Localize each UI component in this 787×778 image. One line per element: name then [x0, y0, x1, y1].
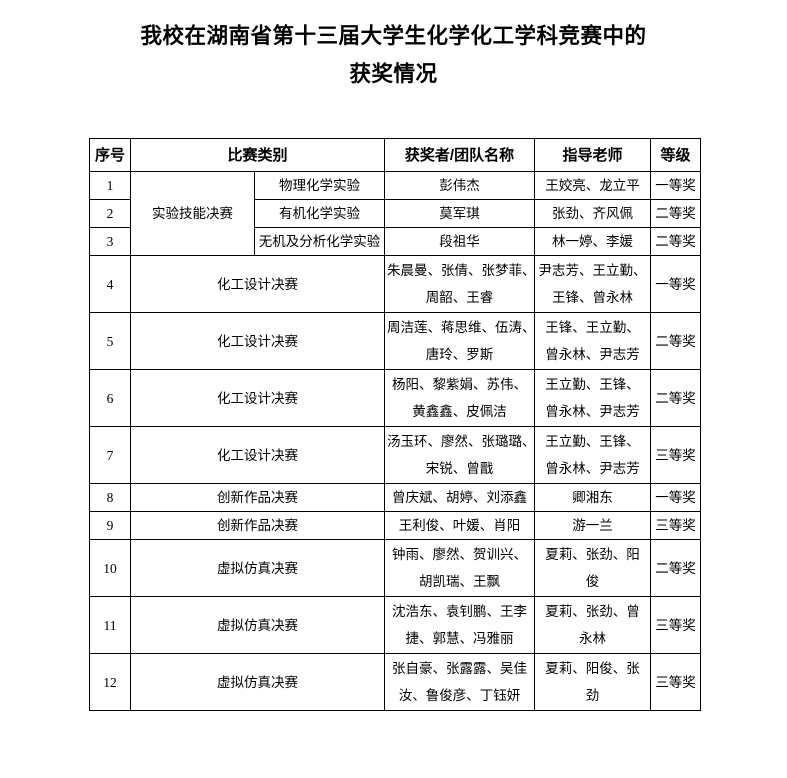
cell-category: 化工设计决赛	[129, 312, 386, 370]
cell-teacher: 卿湘东	[534, 483, 652, 512]
cell-winner: 张自豪、张露露、吴佳 汝、鲁俊彦、丁钰妍	[384, 653, 536, 711]
table-row: 7 化工设计决赛 汤玉环、廖然、张璐璐、 宋锐、曾戬 王立勤、王锋、 曾永林、尹志芳 三等奖	[89, 426, 702, 484]
cell-winner: 汤玉环、廖然、张璐璐、 宋锐、曾戬	[384, 426, 536, 484]
cell-level: 三等奖	[650, 426, 702, 484]
column-header-teacher: 指导老师	[534, 138, 652, 172]
cell-index: 4	[89, 255, 131, 313]
cell-teacher: 夏莉、张劲、阳俊	[534, 539, 652, 597]
cell-category-sub: 物理化学实验	[253, 171, 386, 200]
cell-teacher: 夏莉、阳俊、张劲	[534, 653, 652, 711]
cell-index: 3	[89, 227, 131, 256]
cell-winner: 周洁莲、蒋思维、伍涛、 唐玲、罗斯	[384, 312, 536, 370]
table-row: 6 化工设计决赛 杨阳、黎紫娟、苏伟、 黄鑫鑫、皮佩洁 王立勤、王锋、 曾永林、尹志芳 二等…	[89, 369, 702, 427]
cell-index: 9	[89, 511, 131, 540]
cell-winner: 朱晨曼、张倩、张梦菲、 周韶、王睿	[384, 255, 536, 313]
cell-category: 创新作品决赛	[129, 483, 386, 512]
page-title: 我校在湖南省第十三届大学生化学化工学科竞赛中的 获奖情况	[0, 0, 787, 93]
cell-category: 化工设计决赛	[129, 369, 386, 427]
table-row: 4 化工设计决赛 朱晨曼、张倩、张梦菲、 周韶、王睿 尹志芳、王立勤、 王锋、曾永林 一等奖	[89, 255, 702, 313]
column-header-category: 比赛类别	[129, 138, 386, 172]
cell-winner: 王利俊、叶媛、肖阳	[384, 511, 536, 540]
cell-index: 1	[89, 171, 131, 200]
table-row: 10 虚拟仿真决赛 钟雨、廖然、贺训兴、 胡凯瑞、王飘 夏莉、张劲、阳俊二等奖	[89, 539, 702, 597]
table-header: 序号 比赛类别 获奖者/团队名称 指导老师 等级	[89, 138, 702, 172]
table-row: 8 创新作品决赛 曾庆斌、胡婷、刘添鑫 卿湘东 一等奖	[89, 483, 702, 512]
award-table: 序号 比赛类别 获奖者/团队名称 指导老师 等级 1 实验技能决赛 物理化学实验 彭伟…	[89, 138, 702, 711]
page-title-line-1: 我校在湖南省第十三届大学生化学化工学科竞赛中的	[140, 24, 647, 48]
cell-index: 2	[89, 199, 131, 228]
page-title-line-2: 获奖情况	[349, 62, 438, 86]
cell-category: 虚拟仿真决赛	[129, 539, 386, 597]
column-header-winner: 获奖者/团队名称	[384, 138, 536, 172]
cell-level: 二等奖	[650, 369, 702, 427]
cell-teacher: 夏莉、张劲、曾 永林	[534, 596, 652, 654]
column-header-index: 序号	[89, 138, 131, 172]
cell-teacher: 王锋、王立勤、 曾永林、尹志芳	[534, 312, 652, 370]
cell-winner: 莫军琪	[384, 199, 536, 228]
cell-category: 化工设计决赛	[129, 426, 386, 484]
table-row: 11 虚拟仿真决赛 沈浩东、袁钊鹏、王李 捷、郭慧、冯雅丽 夏莉、张劲、曾 永林 三等奖	[89, 596, 702, 654]
cell-winner: 钟雨、廖然、贺训兴、 胡凯瑞、王飘	[384, 539, 536, 597]
cell-teacher: 尹志芳、王立勤、 王锋、曾永林	[534, 255, 652, 313]
cell-category-group: 实验技能决赛	[130, 171, 255, 256]
cell-index: 5	[89, 312, 131, 370]
cell-index: 8	[89, 483, 131, 512]
table-row: 1 实验技能决赛 物理化学实验 彭伟杰 王姣亮、龙立平 一等奖	[89, 171, 702, 256]
cell-category: 虚拟仿真决赛	[129, 596, 386, 654]
table-row: 12 虚拟仿真决赛 张自豪、张露露、吴佳 汝、鲁俊彦、丁钰妍 夏莉、阳俊、张劲三等奖	[89, 653, 702, 711]
cell-index: 6	[89, 369, 131, 427]
cell-winner: 段祖华	[384, 227, 536, 256]
cell-level: 二等奖	[650, 227, 702, 256]
cell-level: 二等奖	[650, 199, 702, 228]
cell-teacher: 王立勤、王锋、 曾永林、尹志芳	[534, 426, 652, 484]
cell-index: 12	[89, 653, 131, 711]
table-row: 9 创新作品决赛 王利俊、叶媛、肖阳 游一兰 三等奖	[89, 511, 702, 540]
cell-category-sub: 无机及分析化学实验	[253, 227, 386, 256]
cell-index: 7	[89, 426, 131, 484]
cell-index: 11	[89, 596, 131, 654]
cell-teacher: 王立勤、王锋、 曾永林、尹志芳	[534, 369, 652, 427]
cell-teacher: 王姣亮、龙立平	[534, 171, 652, 200]
cell-level: 一等奖	[650, 483, 702, 512]
cell-index: 10	[89, 539, 131, 597]
cell-level: 三等奖	[650, 653, 702, 711]
cell-category: 虚拟仿真决赛	[129, 653, 386, 711]
cell-level: 三等奖	[650, 511, 702, 540]
cell-category: 创新作品决赛	[129, 511, 386, 540]
cell-teacher: 游一兰	[534, 511, 652, 540]
cell-level: 一等奖	[650, 255, 702, 313]
table-row: 5 化工设计决赛 周洁莲、蒋思维、伍涛、 唐玲、罗斯 王锋、王立勤、 曾永林、尹志芳 二等奖	[89, 312, 702, 370]
cell-level: 二等奖	[650, 312, 702, 370]
table-body: 1 实验技能决赛 物理化学实验 彭伟杰 王姣亮、龙立平 一等奖 2 有机化学实验 莫军琪 张劲、齐…	[89, 171, 702, 711]
cell-category: 化工设计决赛	[129, 255, 386, 313]
cell-winner: 沈浩东、袁钊鹏、王李 捷、郭慧、冯雅丽	[384, 596, 536, 654]
cell-teacher: 林一婷、李媛	[534, 227, 652, 256]
column-header-level: 等级	[650, 138, 702, 172]
award-table-container: 序号 比赛类别 获奖者/团队名称 指导老师 等级 1 实验技能决赛 物理化学实验 彭伟…	[89, 138, 702, 711]
cell-category-sub: 有机化学实验	[253, 199, 386, 228]
cell-winner: 曾庆斌、胡婷、刘添鑫	[384, 483, 536, 512]
cell-winner: 彭伟杰	[384, 171, 536, 200]
cell-level: 一等奖	[650, 171, 702, 200]
cell-teacher: 张劲、齐风佩	[534, 199, 652, 228]
cell-level: 二等奖	[650, 539, 702, 597]
cell-level: 三等奖	[650, 596, 702, 654]
table-header-row: 序号 比赛类别 获奖者/团队名称 指导老师 等级	[89, 138, 702, 172]
cell-winner: 杨阳、黎紫娟、苏伟、 黄鑫鑫、皮佩洁	[384, 369, 536, 427]
table-row: 3 无机及分析化学实验 段祖华 林一婷、李媛 二等奖	[89, 227, 702, 256]
